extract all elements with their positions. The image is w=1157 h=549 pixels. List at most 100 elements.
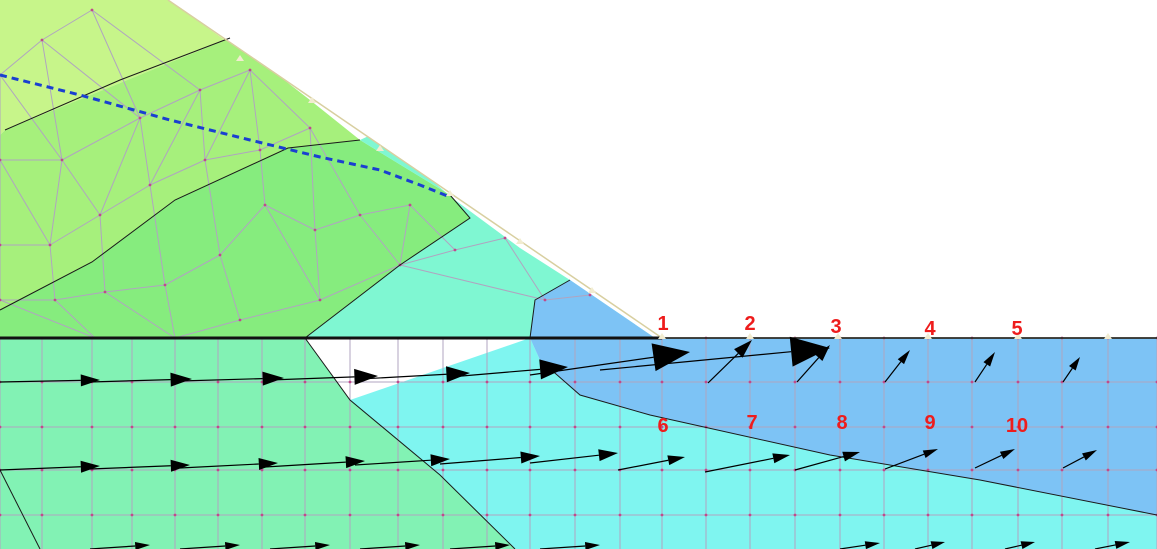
mesh-edge: [409, 204, 456, 251]
velocity-arrow: [269, 541, 330, 549]
boundary-node-marker: [658, 333, 666, 339]
mesh-edge: [99, 214, 106, 293]
boundary-node-marker: [1104, 333, 1112, 339]
velocity-arrow-head: [864, 541, 880, 549]
velocity-arrow: [179, 541, 240, 549]
contour-line: [0, 139, 361, 311]
mesh-node: [60, 158, 64, 162]
mesh-node: [573, 513, 577, 517]
mesh-node: [660, 380, 664, 384]
velocity-arrow-head: [520, 451, 540, 464]
velocity-arrow: [89, 459, 190, 472]
mesh-node: [618, 513, 622, 517]
mesh-node: [453, 248, 457, 252]
velocity-arrow: [884, 350, 910, 383]
velocity-arrow-shaft: [354, 459, 431, 466]
slope-face: [167, 0, 663, 339]
velocity-arrow-head: [999, 449, 1015, 459]
velocity-arrow-head: [134, 541, 150, 549]
velocity-arrow: [449, 359, 568, 380]
velocity-arrow-shaft: [439, 456, 521, 465]
node-label-1: 1: [657, 313, 668, 335]
mesh-node: [838, 380, 842, 384]
velocity-arrow-head: [1020, 541, 1035, 549]
velocity-arrow-head: [445, 366, 470, 383]
mesh-edge: [249, 69, 311, 129]
velocity-arrow-shaft: [1004, 544, 1022, 549]
mesh-node: [660, 513, 664, 517]
velocity-arrow: [179, 457, 278, 470]
velocity-arrow-head: [598, 449, 618, 462]
velocity-arrow-shaft: [707, 352, 739, 384]
mesh-edge: [199, 69, 251, 91]
node-label-4: 4: [924, 318, 936, 340]
mesh-edge: [264, 204, 316, 231]
velocity-arrow: [529, 449, 618, 464]
mesh-node: [53, 298, 57, 302]
mesh-node: [396, 425, 400, 429]
mesh-node: [793, 380, 797, 384]
zone-1: [0, 0, 232, 135]
velocity-arrow-shaft: [89, 465, 171, 470]
velocity-arrow-head: [734, 340, 752, 358]
mesh-node: [573, 380, 577, 384]
mesh-node: [882, 380, 886, 384]
mesh-node: [138, 116, 142, 120]
mesh-node: [148, 183, 152, 187]
velocity-arrow-head: [1069, 357, 1080, 371]
velocity-arrow-head: [584, 541, 600, 549]
contour-lines: [0, 37, 1157, 549]
mesh-node: [303, 425, 307, 429]
embankment-mesh: [0, 8, 592, 338]
mesh-edge: [309, 127, 361, 216]
velocity-arrow-head: [170, 459, 190, 472]
zone-6: [350, 280, 1157, 549]
mesh-node: [926, 468, 930, 472]
contour-line: [4, 37, 231, 131]
velocity-arrow-shaft: [264, 461, 346, 468]
mesh-edge: [0, 74, 63, 161]
mesh-node: [970, 380, 974, 384]
mesh-edge: [544, 294, 591, 301]
mesh-node: [838, 468, 842, 472]
velocity-arrow-head: [983, 352, 995, 367]
mesh-node: [260, 513, 264, 517]
mesh-node: [396, 380, 400, 384]
node-label-6: 6: [657, 415, 668, 437]
mesh-edge: [99, 184, 151, 216]
mesh-node: [238, 318, 242, 322]
mesh-node: [704, 513, 708, 517]
mesh-edge: [49, 159, 63, 246]
mesh-node: [1016, 425, 1020, 429]
mesh-node: [48, 243, 52, 247]
mesh-edge: [399, 264, 546, 301]
mesh-edge: [264, 204, 321, 301]
velocity-arrow-head: [842, 451, 860, 462]
velocity-arrow: [1062, 357, 1080, 383]
velocity-arrow: [599, 336, 830, 371]
mesh-edge: [199, 89, 206, 161]
velocity-arrow-head: [1114, 540, 1130, 549]
mesh-edge: [259, 149, 266, 206]
mesh-node: [970, 513, 974, 517]
contour-line: [304, 194, 471, 339]
mesh-edge: [61, 159, 101, 216]
velocity-arrow-head: [314, 541, 330, 549]
mesh-node: [882, 513, 886, 517]
velocity-arrow: [89, 372, 192, 387]
mesh-edge: [259, 127, 311, 151]
mesh-node: [303, 468, 307, 472]
velocity-arrow-shaft: [359, 373, 447, 380]
mesh-edge: [399, 204, 411, 266]
velocity-arrow-head: [404, 541, 420, 549]
mesh-edge: [54, 291, 106, 301]
mesh-node: [348, 468, 352, 472]
contour-line: [304, 337, 516, 549]
boundary-node-marker: [376, 145, 384, 151]
velocity-arrow-head: [1082, 450, 1097, 461]
mesh-edge: [149, 159, 206, 186]
mesh-edge: [41, 9, 93, 41]
mesh-node: [0, 298, 2, 302]
velocity-arrow-shaft: [179, 545, 226, 549]
mesh-node: [1060, 380, 1064, 384]
